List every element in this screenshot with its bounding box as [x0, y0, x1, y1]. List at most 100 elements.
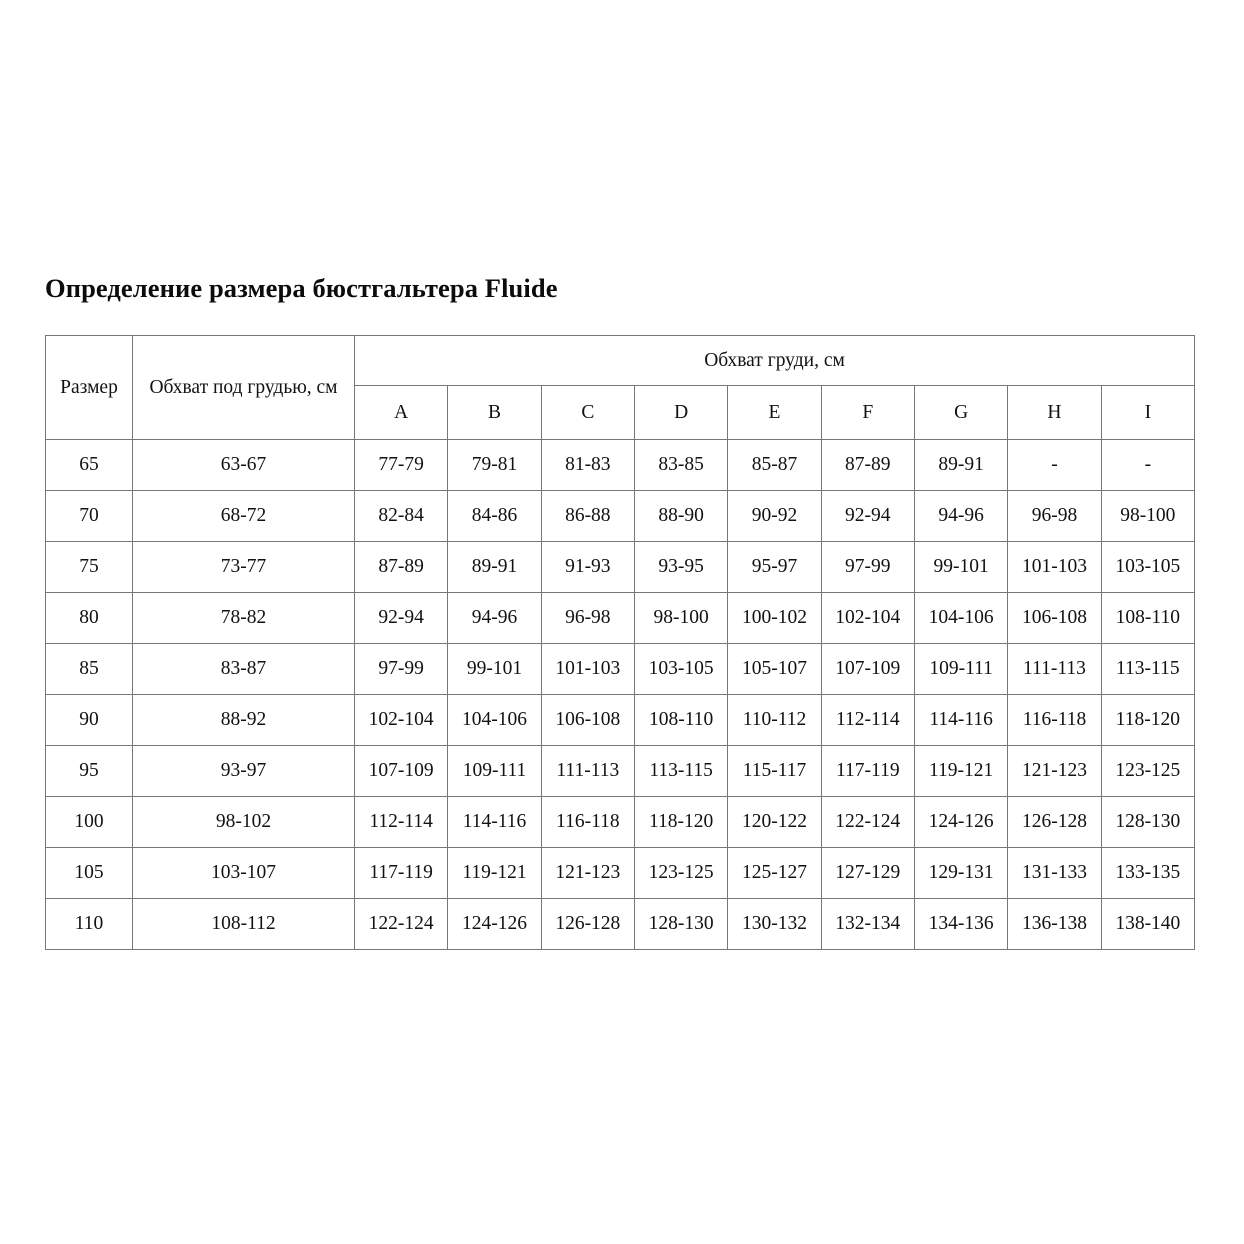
cell-bust-cup-i: 133-135	[1100, 847, 1196, 899]
cell-size: 80	[45, 592, 133, 644]
cell-bust-cup-d: 98-100	[633, 592, 729, 644]
cell-bust-cup-f: 127-129	[820, 847, 915, 899]
cell-bust-cup-a: 122-124	[353, 898, 449, 950]
cell-underbust: 108-112	[132, 898, 355, 950]
cell-bust-cup-g: 99-101	[913, 541, 1009, 593]
cell-underbust: 73-77	[132, 541, 355, 593]
cell-bust-cup-a: 77-79	[353, 439, 449, 491]
cell-underbust: 93-97	[132, 745, 355, 797]
table-row: 70 68-72 82-84 84-86 86-88 88-90 90-92 92-94 94-…	[45, 490, 1196, 542]
table-row: 75 73-77 87-89 89-91 91-93 93-95 95-97 97-99 99-…	[45, 541, 1196, 593]
cell-bust-cup-b: 104-106	[447, 694, 542, 746]
cell-bust-cup-i: 138-140	[1100, 898, 1196, 950]
cell-size: 110	[45, 898, 133, 950]
cell-bust-cup-g: 134-136	[913, 898, 1009, 950]
table-row: 85 83-87 97-99 99-101 101-103 103-105 105-107 1…	[45, 643, 1196, 695]
column-header-cup-f: F	[820, 385, 915, 440]
cell-bust-cup-i: 103-105	[1100, 541, 1196, 593]
cell-underbust: 88-92	[132, 694, 355, 746]
cell-bust-cup-a: 87-89	[353, 541, 449, 593]
cell-bust-cup-f: 107-109	[820, 643, 915, 695]
column-header-cup-h: H	[1007, 385, 1102, 440]
cell-bust-cup-e: 120-122	[727, 796, 822, 848]
column-header-underbust: Обхват под грудью, см	[132, 335, 355, 440]
cell-bust-cup-d: 83-85	[633, 439, 729, 491]
cell-underbust: 83-87	[132, 643, 355, 695]
cell-bust-cup-d: 93-95	[633, 541, 729, 593]
cell-size: 70	[45, 490, 133, 542]
cell-bust-cup-h: 96-98	[1007, 490, 1102, 542]
column-header-cup-e: E	[727, 385, 822, 440]
cell-bust-cup-f: 87-89	[820, 439, 915, 491]
cell-bust-cup-c: 111-113	[540, 745, 635, 797]
cell-underbust: 103-107	[132, 847, 355, 899]
cell-bust-cup-g: 109-111	[913, 643, 1009, 695]
cell-size: 95	[45, 745, 133, 797]
cell-size: 85	[45, 643, 133, 695]
cell-bust-cup-b: 114-116	[447, 796, 542, 848]
cell-bust-cup-i: 128-130	[1100, 796, 1196, 848]
page-title: Определение размера бюстгальтера Fluide	[45, 273, 558, 303]
cell-bust-cup-h: 131-133	[1007, 847, 1102, 899]
cell-bust-cup-b: 99-101	[447, 643, 542, 695]
column-header-cup-g: G	[913, 385, 1009, 440]
cell-bust-cup-b: 119-121	[447, 847, 542, 899]
bra-size-table: Размер Обхват под грудью, см Обхват груд…	[45, 335, 1196, 950]
cell-bust-cup-f: 97-99	[820, 541, 915, 593]
cell-underbust: 78-82	[132, 592, 355, 644]
cell-bust-cup-i: 98-100	[1100, 490, 1196, 542]
cell-bust-cup-c: 81-83	[540, 439, 635, 491]
cell-bust-cup-f: 112-114	[820, 694, 915, 746]
header-row-primary: Размер Обхват под грудью, см Обхват груд…	[45, 335, 1195, 440]
cell-size: 75	[45, 541, 133, 593]
cell-bust-cup-b: 79-81	[447, 439, 542, 491]
cell-bust-cup-e: 100-102	[727, 592, 822, 644]
table-row: 100 98-102 112-114 114-116 116-118 118-120 120…	[45, 796, 1196, 848]
cell-bust-cup-h: -	[1007, 439, 1102, 491]
cell-bust-cup-a: 112-114	[353, 796, 449, 848]
table-row: 65 63-67 77-79 79-81 81-83 83-85 85-87 87-89 89-…	[45, 439, 1196, 491]
cell-bust-cup-c: 101-103	[540, 643, 635, 695]
column-header-cup-b: B	[447, 385, 542, 440]
cell-bust-cup-h: 111-113	[1007, 643, 1102, 695]
table-row: 110 108-112 122-124 124-126 126-128 128-130 13…	[45, 898, 1196, 950]
cell-bust-cup-i: 123-125	[1100, 745, 1196, 797]
cell-bust-cup-e: 110-112	[727, 694, 822, 746]
cell-bust-cup-c: 116-118	[540, 796, 635, 848]
cell-bust-cup-b: 89-91	[447, 541, 542, 593]
cell-bust-cup-e: 115-117	[727, 745, 822, 797]
cell-size: 100	[45, 796, 133, 848]
cell-bust-cup-c: 126-128	[540, 898, 635, 950]
cell-underbust: 68-72	[132, 490, 355, 542]
column-header-bust-group: Обхват груди, см	[354, 335, 1195, 386]
cell-bust-cup-i: 118-120	[1100, 694, 1196, 746]
cell-bust-cup-d: 128-130	[633, 898, 729, 950]
cell-bust-cup-h: 106-108	[1007, 592, 1102, 644]
cell-bust-cup-f: 117-119	[820, 745, 915, 797]
column-header-cup-d: D	[633, 385, 729, 440]
cell-bust-cup-f: 92-94	[820, 490, 915, 542]
cell-underbust: 63-67	[132, 439, 355, 491]
cell-bust-cup-e: 105-107	[727, 643, 822, 695]
cell-bust-cup-g: 94-96	[913, 490, 1009, 542]
cell-bust-cup-d: 108-110	[633, 694, 729, 746]
column-header-cup-a: A	[353, 385, 449, 440]
column-header-cup-i: I	[1100, 385, 1196, 440]
cell-bust-cup-g: 119-121	[913, 745, 1009, 797]
cell-bust-cup-a: 107-109	[353, 745, 449, 797]
cell-underbust: 98-102	[132, 796, 355, 848]
cell-bust-cup-e: 85-87	[727, 439, 822, 491]
cell-bust-cup-b: 109-111	[447, 745, 542, 797]
cell-bust-cup-f: 102-104	[820, 592, 915, 644]
cell-size: 90	[45, 694, 133, 746]
cell-bust-cup-d: 113-115	[633, 745, 729, 797]
cell-bust-cup-e: 90-92	[727, 490, 822, 542]
cell-bust-cup-a: 117-119	[353, 847, 449, 899]
cell-bust-cup-e: 95-97	[727, 541, 822, 593]
cell-bust-cup-d: 103-105	[633, 643, 729, 695]
cell-bust-cup-a: 102-104	[353, 694, 449, 746]
cell-bust-cup-c: 106-108	[540, 694, 635, 746]
cell-bust-cup-e: 125-127	[727, 847, 822, 899]
cell-bust-cup-c: 121-123	[540, 847, 635, 899]
